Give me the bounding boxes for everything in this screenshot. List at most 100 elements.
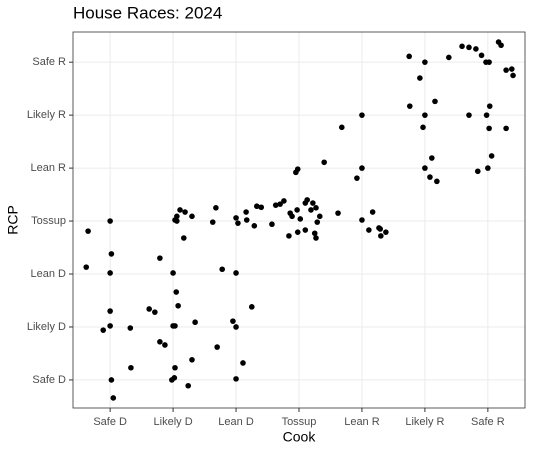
point xyxy=(162,342,168,348)
point xyxy=(422,165,428,171)
point xyxy=(107,308,113,314)
point xyxy=(294,207,300,213)
point xyxy=(219,266,225,273)
point xyxy=(180,235,187,241)
x-tick-label: Likely R xyxy=(405,416,444,428)
point xyxy=(174,218,180,224)
point xyxy=(213,205,219,211)
point xyxy=(310,200,316,206)
point xyxy=(304,197,310,203)
x-axis-title: Cook xyxy=(283,429,317,445)
point xyxy=(297,216,304,222)
point xyxy=(486,125,492,132)
point xyxy=(233,270,239,276)
point xyxy=(289,213,295,220)
point xyxy=(432,98,438,105)
point xyxy=(192,319,198,326)
point xyxy=(313,235,319,241)
point xyxy=(294,229,301,235)
point xyxy=(466,44,472,51)
point xyxy=(277,201,283,207)
point xyxy=(420,124,426,131)
point xyxy=(503,67,509,73)
point xyxy=(108,251,115,257)
plot-border xyxy=(72,31,526,409)
point xyxy=(175,302,181,309)
point xyxy=(100,327,107,333)
point xyxy=(146,306,152,312)
x-tick-label: Tossup xyxy=(282,416,317,428)
point xyxy=(85,228,91,234)
point xyxy=(369,209,376,215)
point xyxy=(313,205,319,211)
point xyxy=(172,364,178,371)
point xyxy=(107,218,113,224)
point xyxy=(417,75,423,81)
point xyxy=(170,270,176,276)
point xyxy=(483,112,490,118)
y-tick-label: Likely D xyxy=(27,321,66,333)
point xyxy=(128,364,134,371)
point xyxy=(258,204,265,211)
point xyxy=(486,59,492,65)
point xyxy=(286,233,292,239)
y-tick-label: Likely R xyxy=(27,109,66,121)
point xyxy=(209,219,216,225)
point xyxy=(473,46,479,52)
point xyxy=(359,165,365,171)
y-tick-label: Safe D xyxy=(32,374,66,386)
point xyxy=(302,227,309,233)
point xyxy=(314,219,321,225)
point xyxy=(406,53,412,60)
point xyxy=(485,165,491,171)
point xyxy=(311,230,318,237)
point xyxy=(269,221,275,228)
y-tick-label: Lean D xyxy=(31,268,67,280)
point xyxy=(359,112,365,118)
point xyxy=(486,103,493,109)
point xyxy=(240,360,246,366)
point xyxy=(488,153,495,159)
point xyxy=(233,324,239,330)
point xyxy=(248,304,255,310)
point xyxy=(308,207,314,213)
point xyxy=(189,357,195,363)
point xyxy=(321,159,327,166)
x-tick-label: Lean R xyxy=(344,416,380,428)
point xyxy=(235,220,241,226)
y-axis-title: RCP xyxy=(5,205,21,235)
point xyxy=(177,207,183,213)
point xyxy=(233,376,239,382)
point xyxy=(446,54,452,61)
point xyxy=(83,264,90,270)
point xyxy=(251,223,258,229)
point xyxy=(243,217,250,223)
point xyxy=(383,229,389,235)
point xyxy=(510,72,516,79)
point xyxy=(503,125,509,132)
point xyxy=(272,202,279,208)
point xyxy=(294,166,301,172)
point xyxy=(427,174,433,180)
point xyxy=(354,175,360,181)
x-tick-label: Lean D xyxy=(218,416,254,428)
point xyxy=(108,377,115,383)
point xyxy=(508,66,515,72)
y-tick-label: Safe R xyxy=(32,56,66,68)
point xyxy=(377,226,384,232)
x-tick-label: Safe D xyxy=(93,416,127,428)
point xyxy=(281,198,287,204)
point xyxy=(335,210,341,216)
point xyxy=(366,227,372,233)
x-tick-label: Likely D xyxy=(154,416,193,428)
point xyxy=(378,233,384,239)
point xyxy=(429,155,435,161)
point xyxy=(359,217,365,223)
point xyxy=(182,209,188,215)
point xyxy=(459,43,465,50)
point xyxy=(230,318,236,324)
point xyxy=(107,323,113,329)
point xyxy=(434,178,440,185)
point xyxy=(157,339,163,345)
point xyxy=(316,213,323,220)
